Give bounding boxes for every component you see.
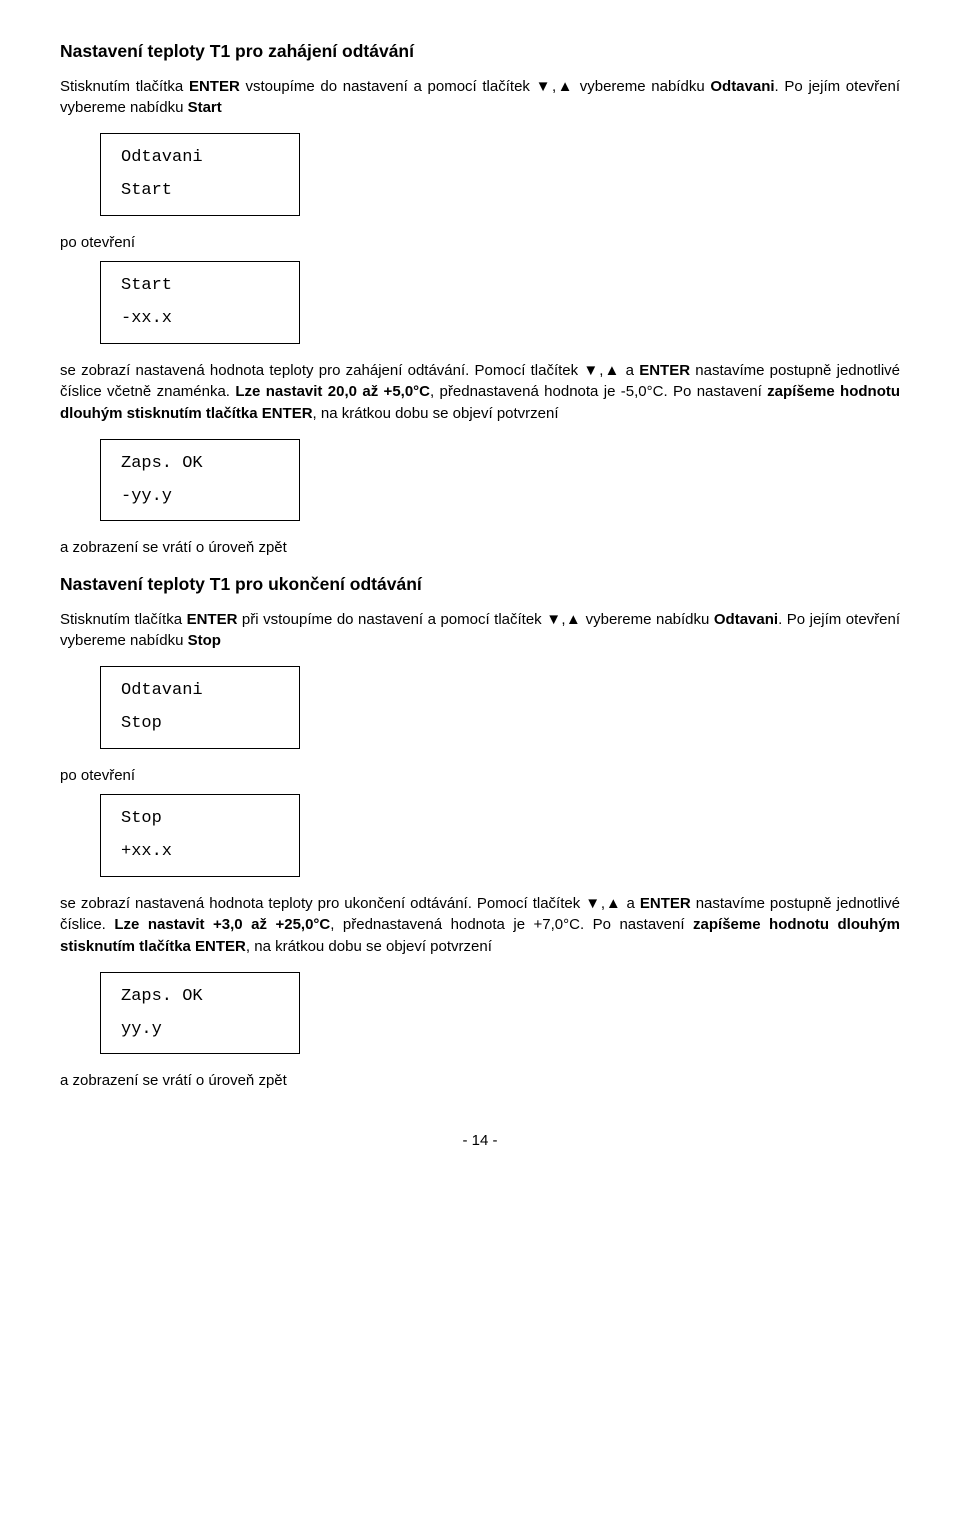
lcd-box-1: Odtavani Start — [100, 133, 300, 215]
section2-para2: se zobrazí nastavená hodnota teploty pro… — [60, 893, 900, 958]
text: se zobrazí nastavená hodnota teploty pro… — [60, 362, 639, 379]
text: , přednastavená hodnota je +7,0°C. Po na… — [330, 916, 693, 933]
enter-label: ENTER — [187, 611, 238, 628]
lcd-line-1: Odtavani — [121, 677, 283, 704]
start-label: Start — [188, 99, 222, 116]
lcd-line-2: +xx.x — [121, 838, 283, 865]
text: Stisknutím tlačítka — [60, 78, 189, 95]
enter-label: ENTER — [189, 78, 240, 95]
lcd-line-2: -xx.x — [121, 305, 283, 332]
text: , přednastavená hodnota je -5,0°C. Po na… — [430, 383, 767, 400]
lcd-line-2: Start — [121, 177, 283, 204]
text: , na krátkou dobu se objeví potvrzení — [246, 938, 492, 955]
lcd-line-1: Zaps. OK — [121, 983, 283, 1010]
back-text-2: a zobrazení se vrátí o úroveň zpět — [60, 1070, 900, 1092]
lcd-line-1: Zaps. OK — [121, 450, 283, 477]
lcd-line-1: Start — [121, 272, 283, 299]
text: při vstoupíme do nastavení a pomocí tlač… — [237, 611, 713, 628]
section2-para1: Stisknutím tlačítka ENTER při vstoupíme … — [60, 609, 900, 653]
text: , na krátkou dobu se objeví potvrzení — [313, 405, 559, 422]
enter-label: ENTER — [639, 362, 690, 379]
range-label: Lze nastavit +3,0 až +25,0°C — [114, 916, 330, 933]
lcd-line-2: yy.y — [121, 1016, 283, 1043]
lcd-line-2: Stop — [121, 710, 283, 737]
lcd-box-5: Stop +xx.x — [100, 794, 300, 876]
odtavani-label: Odtavani — [710, 78, 774, 95]
range-label: Lze nastavit 20,0 až +5,0°C — [235, 383, 430, 400]
po-otevreni-label: po otevření — [60, 232, 900, 254]
lcd-box-2: Start -xx.x — [100, 261, 300, 343]
lcd-line-1: Odtavani — [121, 144, 283, 171]
lcd-box-6: Zaps. OK yy.y — [100, 972, 300, 1054]
text: se zobrazí nastavená hodnota teploty pro… — [60, 895, 640, 912]
section1-para1: Stisknutím tlačítka ENTER vstoupíme do n… — [60, 76, 900, 120]
page-number: - 14 - — [60, 1132, 900, 1149]
po-otevreni-label: po otevření — [60, 765, 900, 787]
section1-para2: se zobrazí nastavená hodnota teploty pro… — [60, 360, 900, 425]
text: Stisknutím tlačítka — [60, 611, 187, 628]
odtavani-label: Odtavani — [714, 611, 778, 628]
enter-label: ENTER — [640, 895, 691, 912]
text: vstoupíme do nastavení a pomocí tlačítek… — [240, 78, 711, 95]
lcd-line-1: Stop — [121, 805, 283, 832]
lcd-box-3: Zaps. OK -yy.y — [100, 439, 300, 521]
lcd-line-2: -yy.y — [121, 483, 283, 510]
section1-title: Nastavení teploty T1 pro zahájení odtává… — [60, 40, 900, 64]
back-text-1: a zobrazení se vrátí o úroveň zpět — [60, 537, 900, 559]
stop-label: Stop — [188, 632, 221, 649]
section2-title: Nastavení teploty T1 pro ukončení odtává… — [60, 573, 900, 597]
lcd-box-4: Odtavani Stop — [100, 666, 300, 748]
